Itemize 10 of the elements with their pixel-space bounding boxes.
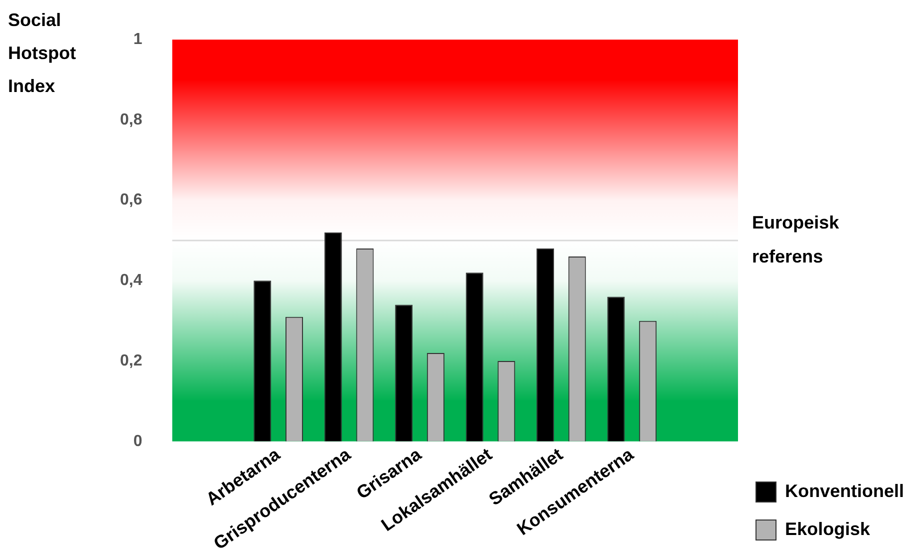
y-tick-label: 1 — [133, 31, 142, 48]
ref-line-label: Europeisk referens — [752, 212, 840, 266]
y-tick-label: 0,8 — [120, 111, 142, 128]
y-tick-label: 0,6 — [120, 192, 142, 209]
y-tick-label: 0,2 — [120, 352, 142, 370]
y-tick-label: 0 — [133, 432, 142, 450]
y-axis-title: Social Hotspot Index — [8, 10, 76, 96]
y-tick-label: 0,4 — [120, 272, 142, 290]
legend-label: Ekologisk — [784, 518, 872, 539]
legend-label: Konventionell — [784, 480, 904, 501]
